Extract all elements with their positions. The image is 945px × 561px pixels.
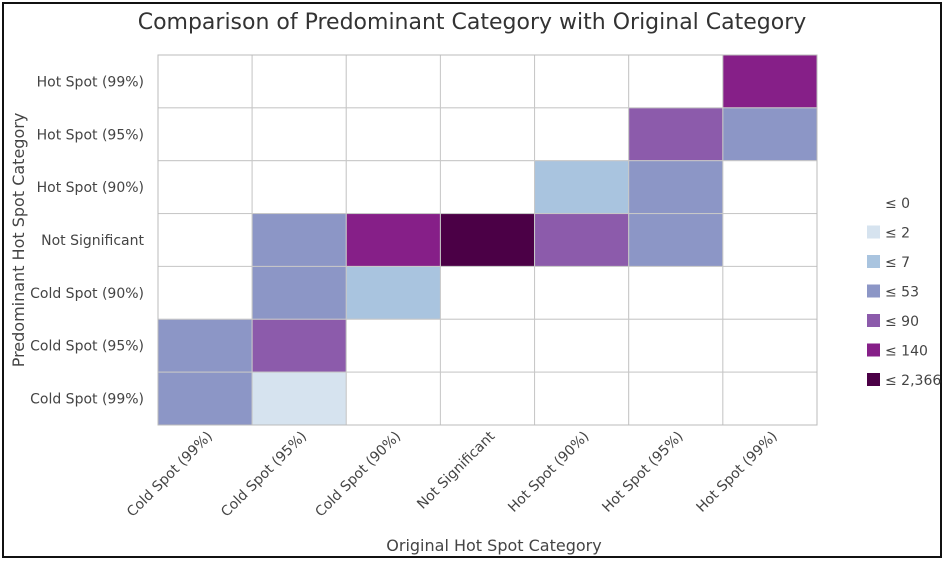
- x-tick-label: Hot Spot (90%): [505, 429, 592, 516]
- heatmap-cell: [722, 54, 818, 109]
- heatmap-cell: [345, 107, 441, 162]
- heatmap-cell: [722, 107, 818, 162]
- x-tick-label: Hot Spot (95%): [599, 429, 686, 516]
- heatmap-cell: [628, 54, 724, 109]
- x-axis-label: Original Hot Spot Category: [386, 536, 601, 555]
- legend-swatch: [867, 225, 880, 239]
- heatmap-cell: [722, 213, 818, 267]
- heatmap-cell: [628, 371, 724, 426]
- y-tick-label: Cold Spot (90%): [30, 286, 144, 302]
- heatmap-cell: [628, 265, 724, 320]
- y-tick-label: Cold Spot (99%): [30, 392, 144, 408]
- plot-border: [157, 54, 818, 426]
- heatmap-cell: [628, 160, 724, 215]
- y-tick-label: Hot Spot (90%): [37, 180, 144, 196]
- heatmap-cell: [534, 318, 630, 373]
- x-tick-label: Hot Spot (99%): [694, 429, 781, 516]
- heatmap-cell: [251, 107, 347, 162]
- heatmap-cell: [439, 371, 536, 426]
- legend-label: ≤ 2,366: [885, 373, 941, 389]
- y-tick-label: Hot Spot (99%): [37, 74, 144, 90]
- legend-swatch: [867, 343, 880, 357]
- heatmap-cell: [345, 160, 441, 215]
- x-tick-label: Cold Spot (90%): [312, 429, 404, 521]
- heatmap-cell: [439, 54, 536, 109]
- x-tick-label: Cold Spot (95%): [218, 429, 310, 521]
- heatmap-cell: [722, 371, 818, 426]
- heatmap-cell: [722, 318, 818, 373]
- legend-label: ≤ 53: [885, 285, 919, 301]
- heatmap-cell: [157, 54, 253, 109]
- y-tick-label: Not Significant: [41, 233, 144, 249]
- y-axis-label: Predominant Hot Spot Category: [9, 113, 28, 368]
- heatmap-cell: [534, 107, 630, 162]
- heatmap-cell: [157, 107, 253, 162]
- heatmap-cell: [345, 54, 441, 109]
- legend-label: ≤ 7: [885, 255, 910, 271]
- heatmap-cell: [157, 371, 253, 426]
- legend-swatch: [867, 284, 880, 298]
- heatmap-cell: [157, 265, 253, 320]
- legend-swatch: [867, 373, 880, 386]
- heatmap-cell: [251, 160, 347, 215]
- heatmap-cell: [251, 54, 347, 109]
- heatmap-cell: [157, 213, 253, 267]
- legend-swatch: [867, 314, 880, 327]
- heatmap-cell: [345, 213, 441, 267]
- heatmap-cell: [251, 265, 347, 320]
- legend-label: ≤ 90: [885, 314, 919, 330]
- legend-label: ≤ 2: [885, 226, 910, 242]
- legend-label: ≤ 0: [885, 196, 910, 212]
- heatmap-cell: [345, 265, 441, 320]
- heatmap-cell: [157, 318, 253, 373]
- heatmap-cell: [251, 318, 347, 373]
- heatmap-cell: [251, 371, 347, 426]
- heatmap-cell: [534, 371, 630, 426]
- heatmap-cell: [439, 213, 536, 267]
- heatmap-cell: [534, 54, 630, 109]
- heatmap-cell: [439, 107, 536, 162]
- heatmap-cell: [345, 318, 441, 373]
- chart-title: Comparison of Predominant Category with …: [138, 10, 807, 35]
- heatmap-cell: [251, 213, 347, 267]
- heatmap-cell: [345, 371, 441, 426]
- y-tick-label: Cold Spot (95%): [30, 339, 144, 355]
- heatmap-cell: [534, 213, 630, 267]
- legend-label: ≤ 140: [885, 344, 928, 360]
- heatmap-cell: [439, 265, 536, 320]
- heatmap-cell: [534, 160, 630, 215]
- heatmap-cell: [628, 213, 724, 267]
- heatmap-cell: [628, 318, 724, 373]
- heatmap-cell: [534, 265, 630, 320]
- legend-swatch: [867, 255, 880, 268]
- heatmap-cell: [722, 160, 818, 215]
- heatmap-cell: [439, 160, 536, 215]
- x-tick-label: Not Significant: [414, 428, 498, 512]
- heatmap-cell: [628, 107, 724, 162]
- y-tick-label: Hot Spot (95%): [37, 127, 144, 143]
- heatmap-cell: [439, 318, 536, 373]
- heatmap-cell: [722, 265, 818, 320]
- x-tick-label: Cold Spot (99%): [124, 429, 216, 521]
- heatmap-cell: [157, 160, 253, 215]
